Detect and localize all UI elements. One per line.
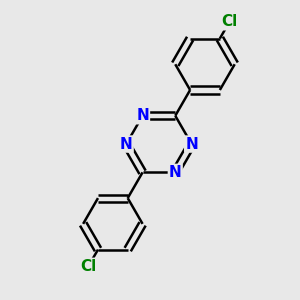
Text: Cl: Cl [80, 259, 97, 274]
Text: Cl: Cl [221, 14, 238, 29]
Text: N: N [185, 136, 198, 152]
Text: N: N [136, 108, 149, 123]
Text: N: N [169, 165, 182, 180]
Text: N: N [120, 136, 133, 152]
